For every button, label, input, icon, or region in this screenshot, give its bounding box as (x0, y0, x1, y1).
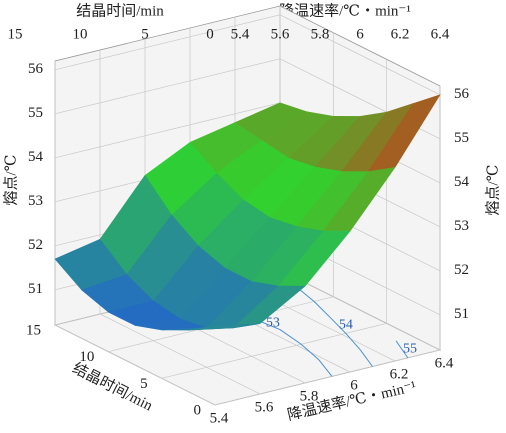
y-tick-label: 5.4 (210, 410, 229, 426)
y-tick-label: 5.8 (300, 388, 319, 404)
z-tick-label-right: 52 (454, 262, 469, 278)
grid-line (54, 102, 281, 159)
top-y-axis-label: 降温速率/℃・min⁻¹ (279, 2, 411, 19)
z-tick-label-right: 53 (454, 218, 469, 234)
x-tick-label: 15 (26, 322, 41, 338)
z-tick-label: 55 (28, 105, 43, 121)
contour-label: 53 (266, 316, 280, 331)
z-tick-label: 54 (28, 149, 44, 165)
top-y-tick-label: 5.8 (311, 26, 330, 42)
z-axis-label-right: 熔点/℃ (484, 165, 501, 216)
grid-line (161, 322, 387, 379)
contour-line (350, 338, 361, 350)
contour-label: 54 (339, 318, 353, 333)
z-tick-label: 53 (28, 193, 43, 209)
grid-line (99, 313, 261, 395)
contour-label: 55 (403, 342, 417, 357)
z-tick-label-right: 55 (454, 130, 469, 146)
top-y-tick-label: 6.2 (391, 26, 410, 42)
grid-line (54, 14, 281, 71)
y-tick-label: 6 (350, 377, 358, 393)
z-tick-label-right: 56 (454, 86, 470, 102)
grid-line (214, 349, 441, 406)
z-tick-label: 52 (28, 237, 43, 253)
top-y-tick-label: 6 (356, 26, 364, 42)
contour-line (329, 316, 347, 334)
contour-line (309, 351, 320, 361)
top-x-axis-label: 结晶时间/min (76, 2, 164, 19)
surface (54, 94, 441, 331)
x-tick-label: 10 (79, 349, 94, 365)
top-y-tick-label: 5.6 (271, 26, 290, 42)
y-tick-label: 5.6 (255, 399, 274, 415)
grid-line (54, 58, 281, 115)
z-tick-label-right: 54 (454, 174, 470, 190)
z-tick-label: 56 (28, 61, 44, 77)
contour-line (345, 333, 351, 340)
top-y-tick-label: 6.4 (431, 26, 450, 42)
contour-line (395, 340, 409, 359)
z-tick-label: 51 (28, 281, 43, 297)
top-x-tick-label: 5 (141, 26, 149, 42)
x-tick-label: 5 (140, 376, 148, 392)
x-tick-label: 0 (194, 402, 202, 418)
top-x-tick-label: 0 (206, 26, 214, 42)
contour-line (359, 349, 373, 367)
y-tick-label: 6.4 (435, 355, 454, 371)
top-x-tick-label: 10 (73, 26, 88, 42)
y-tick-label: 6.2 (390, 366, 409, 382)
z-tick-label-right: 51 (454, 306, 469, 322)
contour-line (300, 343, 311, 353)
z-axis-label: 熔点/℃ (2, 155, 19, 206)
top-y-tick-label: 5.4 (231, 26, 250, 42)
contour-line (318, 359, 333, 377)
contour-line (313, 301, 331, 318)
contour-line (279, 329, 302, 345)
top-x-tick-label: 15 (8, 26, 23, 42)
surface-patch (188, 323, 261, 331)
grid-line (54, 324, 216, 406)
grid-line (279, 14, 441, 96)
